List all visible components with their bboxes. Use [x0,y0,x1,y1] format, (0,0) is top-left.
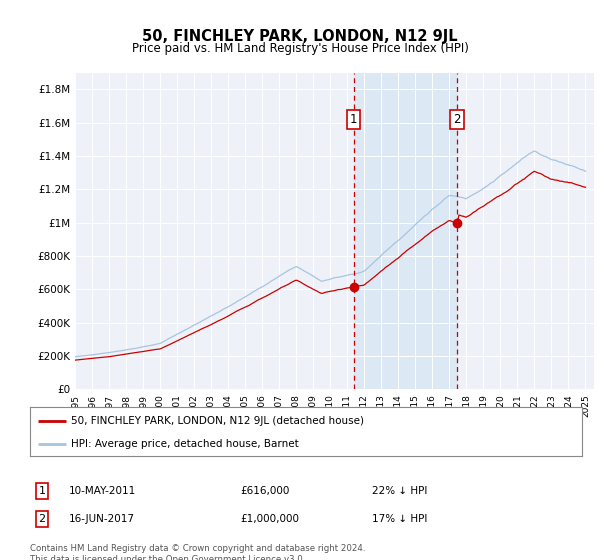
Bar [353,73,457,389]
Text: Price paid vs. HM Land Registry's House Price Index (HPI): Price paid vs. HM Land Registry's House … [131,41,469,55]
Text: 1: 1 [38,486,46,496]
Text: 22% ↓ HPI: 22% ↓ HPI [372,486,427,496]
Text: £1,000,000: £1,000,000 [240,514,299,524]
Text: 17% ↓ HPI: 17% ↓ HPI [372,514,427,524]
Text: 16-JUN-2017: 16-JUN-2017 [69,514,135,524]
Text: HPI: Average price, detached house, Barnet: HPI: Average price, detached house, Barn… [71,439,299,449]
Text: 50, FINCHLEY PARK, LONDON, N12 9JL: 50, FINCHLEY PARK, LONDON, N12 9JL [142,29,458,44]
Text: 50, FINCHLEY PARK, LONDON, N12 9JL (detached house): 50, FINCHLEY PARK, LONDON, N12 9JL (deta… [71,416,364,426]
Text: 10-MAY-2011: 10-MAY-2011 [69,486,136,496]
Text: Contains HM Land Registry data © Crown copyright and database right 2024.
This d: Contains HM Land Registry data © Crown c… [30,544,365,560]
Text: 2: 2 [454,113,461,126]
Text: £616,000: £616,000 [240,486,289,496]
Text: 2: 2 [38,514,46,524]
Text: 1: 1 [350,113,358,126]
